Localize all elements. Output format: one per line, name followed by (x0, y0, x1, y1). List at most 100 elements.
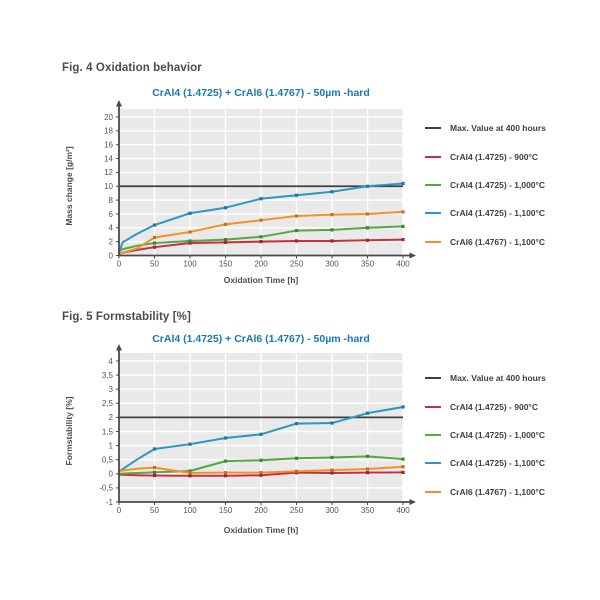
x-tick-label: 250 (290, 506, 304, 515)
data-point-marker (188, 442, 192, 446)
x-tick-label: 100 (183, 260, 197, 269)
data-point-marker (259, 235, 263, 239)
y-tick-label: -1 (106, 498, 114, 507)
series-line (118, 471, 404, 477)
data-point-marker (223, 459, 228, 463)
data-point-marker (365, 467, 370, 471)
figure4-x-axis-label: Oxidation Time [h] (223, 275, 299, 285)
data-point-marker (294, 239, 299, 243)
legend-item-cral4-1100: CrAl4 (1.4725) - 1,100°C (425, 199, 595, 227)
figure5-y-axis-label: Formstability [%] (64, 396, 74, 466)
data-point-marker (223, 206, 228, 210)
data-point-marker (188, 469, 192, 473)
data-point-marker (330, 228, 334, 232)
legend-item-label: Max. Value at 400 hours (450, 373, 546, 384)
data-point-marker (401, 210, 405, 214)
legend-item-label: CrAl6 (1.4767) - 1,100°C (450, 486, 546, 497)
x-tick-label: 0 (117, 506, 122, 515)
legend-swatch (425, 212, 441, 215)
series-line (118, 405, 404, 473)
legend-item-cral4-1000: CrAl4 (1.4725) - 1,000°C (425, 421, 595, 449)
data-point-marker (188, 239, 192, 243)
x-tick-label: 200 (254, 506, 268, 515)
legend-item-cral4-900: CrAl4 (1.4725) - 900°C (425, 392, 595, 420)
y-tick-label: 12 (104, 168, 113, 177)
x-axis-arrow (409, 499, 416, 505)
figure4-legend: Max. Value at 400 hours CrAl4 (1.4725) -… (425, 114, 595, 256)
y-tick-label: 0,5 (102, 456, 114, 465)
legend-item-label: CrAl4 (1.4725) - 1,000°C (450, 179, 546, 190)
legend-item-label: CrAl4 (1.4725) - 1,000°C (450, 429, 546, 440)
figure5-x-axis-label: Oxidation Time [h] (223, 525, 299, 535)
legend-item-label: CrAl4 (1.4725) - 900°C (450, 151, 538, 162)
legend-swatch (425, 490, 441, 493)
series-line (118, 455, 404, 475)
legend-item-max-value: Max. Value at 400 hours (425, 364, 595, 392)
y-tick-label: 4 (109, 224, 114, 233)
y-tick-label: 6 (109, 210, 114, 219)
x-tick-label: 350 (361, 506, 375, 515)
y-axis-arrow (116, 100, 122, 107)
legend-item-cral4-1100: CrAl4 (1.4725) - 1,100°C (425, 449, 595, 477)
data-point-marker (365, 411, 370, 415)
x-tick-label: 400 (396, 506, 410, 515)
data-point-marker (152, 473, 157, 478)
data-point-marker (365, 184, 370, 188)
x-tick-label: 0 (117, 260, 122, 269)
data-point-marker (152, 465, 157, 470)
y-tick-label: 0 (109, 470, 114, 479)
data-point-marker (223, 436, 228, 440)
data-point-marker (259, 240, 263, 244)
data-point-marker (259, 458, 263, 462)
x-tick-label: 50 (150, 506, 159, 515)
data-point-marker (365, 238, 370, 242)
data-point-marker (401, 465, 405, 469)
x-tick-label: 300 (325, 506, 339, 515)
data-point-marker (294, 214, 299, 218)
legend-item-label: CrAl4 (1.4725) - 900°C (450, 401, 538, 412)
figure4-y-axis-label: Mass change [g/m²] (64, 146, 74, 226)
x-tick-label: 50 (150, 260, 159, 269)
data-point-marker (259, 473, 263, 477)
data-point-marker (330, 213, 334, 217)
figure4-chart-title: CrAl4 (1.4725) + CrAl6 (1.4767) - 50µm -… (152, 87, 370, 99)
data-point-marker (401, 237, 405, 242)
legend-swatch (425, 183, 441, 186)
figure4-caption: Fig. 4 Oxidation behavior (62, 62, 202, 74)
x-tick-label: 300 (325, 260, 339, 269)
data-point-marker (188, 230, 192, 234)
y-axis-arrow (116, 344, 122, 351)
data-point-marker (294, 422, 299, 426)
data-point-marker (152, 241, 157, 245)
x-tick-label: 400 (396, 260, 410, 269)
x-tick-label: 150 (219, 260, 233, 269)
y-tick-label: 2,5 (102, 399, 114, 408)
legend-swatch (425, 155, 441, 158)
legend-item-label: CrAl4 (1.4725) - 1,100°C (450, 458, 546, 469)
y-tick-label: 14 (104, 154, 113, 163)
data-point-marker (259, 432, 263, 436)
y-tick-label: -0,5 (99, 484, 113, 493)
legend-item-max-value: Max. Value at 400 hours (425, 114, 595, 142)
y-tick-label: 16 (104, 141, 113, 150)
data-point-marker (401, 457, 405, 461)
data-point-marker (294, 228, 299, 233)
data-point-marker (401, 224, 405, 229)
legend-swatch (425, 462, 441, 465)
x-tick-label: 100 (183, 506, 197, 515)
data-point-marker (259, 197, 263, 201)
data-point-marker (330, 471, 334, 475)
data-point-marker (365, 212, 370, 216)
data-point-marker (188, 474, 192, 478)
legend-swatch (425, 433, 441, 436)
x-tick-label: 150 (219, 506, 233, 515)
figure5-legend: Max. Value at 400 hours CrAl4 (1.4725) -… (425, 364, 595, 506)
x-axis-arrow (409, 252, 416, 259)
legend-item-cral6-1100: CrAl6 (1.4767) - 1,100°C (425, 478, 595, 506)
data-point-marker (152, 447, 157, 451)
data-point-marker (223, 237, 228, 242)
figure5-caption: Fig. 5 Formstability [%] (62, 311, 191, 323)
figure5-chart-title: CrAl4 (1.4725) + CrAl6 (1.4767) - 50µm -… (152, 333, 370, 345)
